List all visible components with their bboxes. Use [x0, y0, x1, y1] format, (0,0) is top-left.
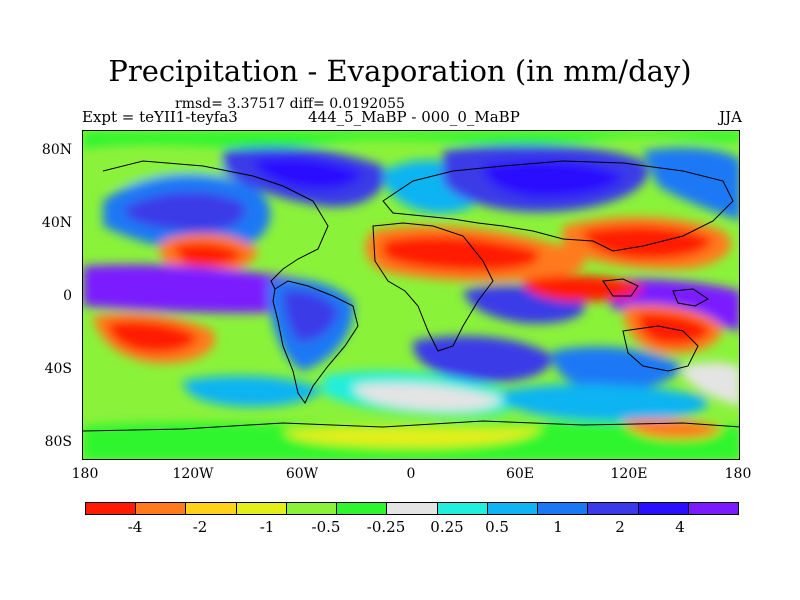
x-tick-120e: 120E — [610, 466, 648, 482]
colorbar-segment-6 — [387, 503, 438, 514]
y-tick-40n: 40N — [41, 215, 72, 231]
y-tick-80s: 80S — [44, 434, 72, 450]
rmsd-diff-stats: rmsd= 3.37517 diff= 0.0192055 — [175, 96, 405, 112]
colorbar-segment-9 — [538, 503, 589, 514]
colorbar-label: -1 — [259, 518, 275, 536]
colorbar-segment-12 — [688, 503, 739, 514]
x-tick-60e: 60E — [505, 466, 535, 482]
colorbar-label: -0.25 — [366, 518, 406, 536]
colorbar-label: 1 — [553, 518, 563, 536]
colorbar-label: 0.5 — [485, 518, 509, 536]
map-canvas — [83, 131, 739, 459]
eurasia-coast — [382, 160, 734, 252]
colorbar-segment-4 — [286, 503, 338, 514]
y-tick-0: 0 — [63, 288, 72, 304]
coastlines — [83, 160, 739, 432]
x-tick-180-east: 180 — [724, 466, 752, 482]
antarctica-coast — [83, 420, 739, 432]
colorbar-segment-0 — [86, 503, 137, 514]
y-tick-40s: 40S — [44, 361, 72, 377]
australia-coast — [622, 325, 699, 372]
colorbar-segment-7 — [437, 503, 488, 514]
maritime-continent-coast — [602, 278, 639, 297]
colorbar-label: -2 — [192, 518, 208, 536]
south-america-coast — [272, 280, 359, 404]
colorbar-segment-1 — [136, 503, 187, 514]
colorbar — [85, 502, 739, 515]
y-tick-80n: 80N — [41, 142, 72, 158]
x-tick-60w: 60W — [285, 466, 319, 482]
colorbar-segment-8 — [487, 503, 539, 514]
season-label: JJA — [719, 108, 742, 126]
new-guinea-coast — [672, 288, 709, 307]
colorbar-label: 2 — [615, 518, 625, 536]
colorbar-segment-5 — [337, 503, 388, 514]
colorbar-label: -4 — [127, 518, 143, 536]
colorbar-segment-2 — [186, 503, 237, 514]
experiment-label: Expt = teYII1-teyfa3 — [82, 108, 238, 126]
colorbar-label: 0.25 — [430, 518, 464, 536]
colorbar-label: -0.5 — [311, 518, 341, 536]
x-tick-0: 0 — [406, 466, 416, 482]
africa-coast — [372, 222, 494, 352]
x-tick-120w: 120W — [172, 466, 214, 482]
colorbar-label: 4 — [675, 518, 685, 536]
period-label: 444_5_MaBP - 000_0_MaBP — [308, 108, 520, 126]
colorbar-segment-10 — [588, 503, 639, 514]
field-layer — [83, 131, 739, 459]
map-title: Precipitation - Evaporation (in mm/day) — [108, 54, 692, 88]
colorbar-segment-3 — [236, 503, 287, 514]
x-tick-180-west: 180 — [71, 466, 99, 482]
colorbar-segment-11 — [638, 503, 689, 514]
precip-evap-map — [82, 130, 740, 460]
north-america-coast — [102, 160, 329, 290]
